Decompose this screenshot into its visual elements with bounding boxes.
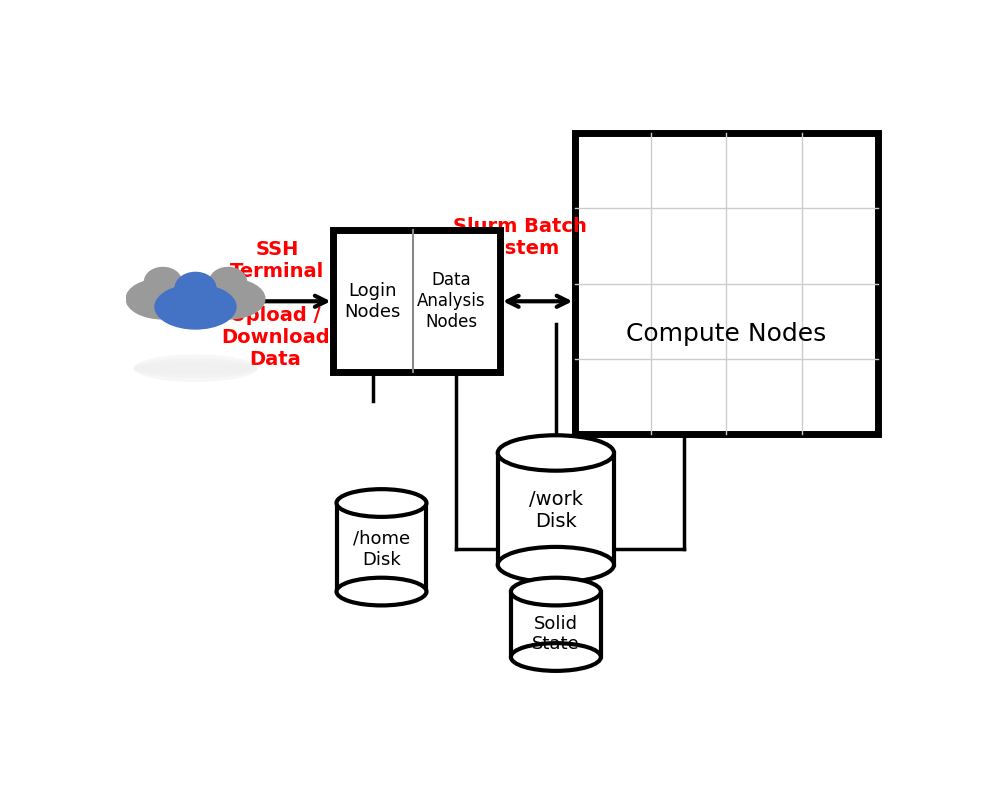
Text: Solid
State: Solid State	[532, 615, 579, 653]
Ellipse shape	[155, 285, 236, 329]
Ellipse shape	[134, 363, 258, 374]
Ellipse shape	[498, 547, 614, 582]
Text: SSH
Terminal: SSH Terminal	[229, 240, 324, 281]
FancyBboxPatch shape	[498, 453, 614, 565]
Text: Upload /
Download
Data: Upload / Download Data	[221, 306, 330, 369]
Text: Data
Analysis
Nodes: Data Analysis Nodes	[416, 271, 486, 331]
Ellipse shape	[134, 358, 258, 378]
Ellipse shape	[337, 489, 427, 517]
Text: Compute Nodes: Compute Nodes	[627, 322, 827, 346]
Ellipse shape	[191, 278, 265, 319]
Text: /work
Disk: /work Disk	[529, 490, 582, 532]
Ellipse shape	[498, 435, 614, 471]
Ellipse shape	[511, 643, 601, 671]
Text: Slurm Batch
System: Slurm Batch System	[453, 217, 586, 258]
Ellipse shape	[337, 577, 427, 605]
Text: Login
Nodes: Login Nodes	[344, 282, 400, 320]
Circle shape	[145, 267, 181, 297]
Ellipse shape	[511, 577, 601, 605]
Bar	[333, 229, 500, 372]
Circle shape	[209, 267, 246, 297]
Ellipse shape	[134, 354, 258, 382]
Ellipse shape	[126, 278, 200, 319]
FancyBboxPatch shape	[337, 503, 427, 592]
FancyBboxPatch shape	[511, 592, 601, 657]
Text: /home
Disk: /home Disk	[353, 530, 410, 569]
Circle shape	[175, 272, 216, 305]
Bar	[575, 134, 877, 433]
